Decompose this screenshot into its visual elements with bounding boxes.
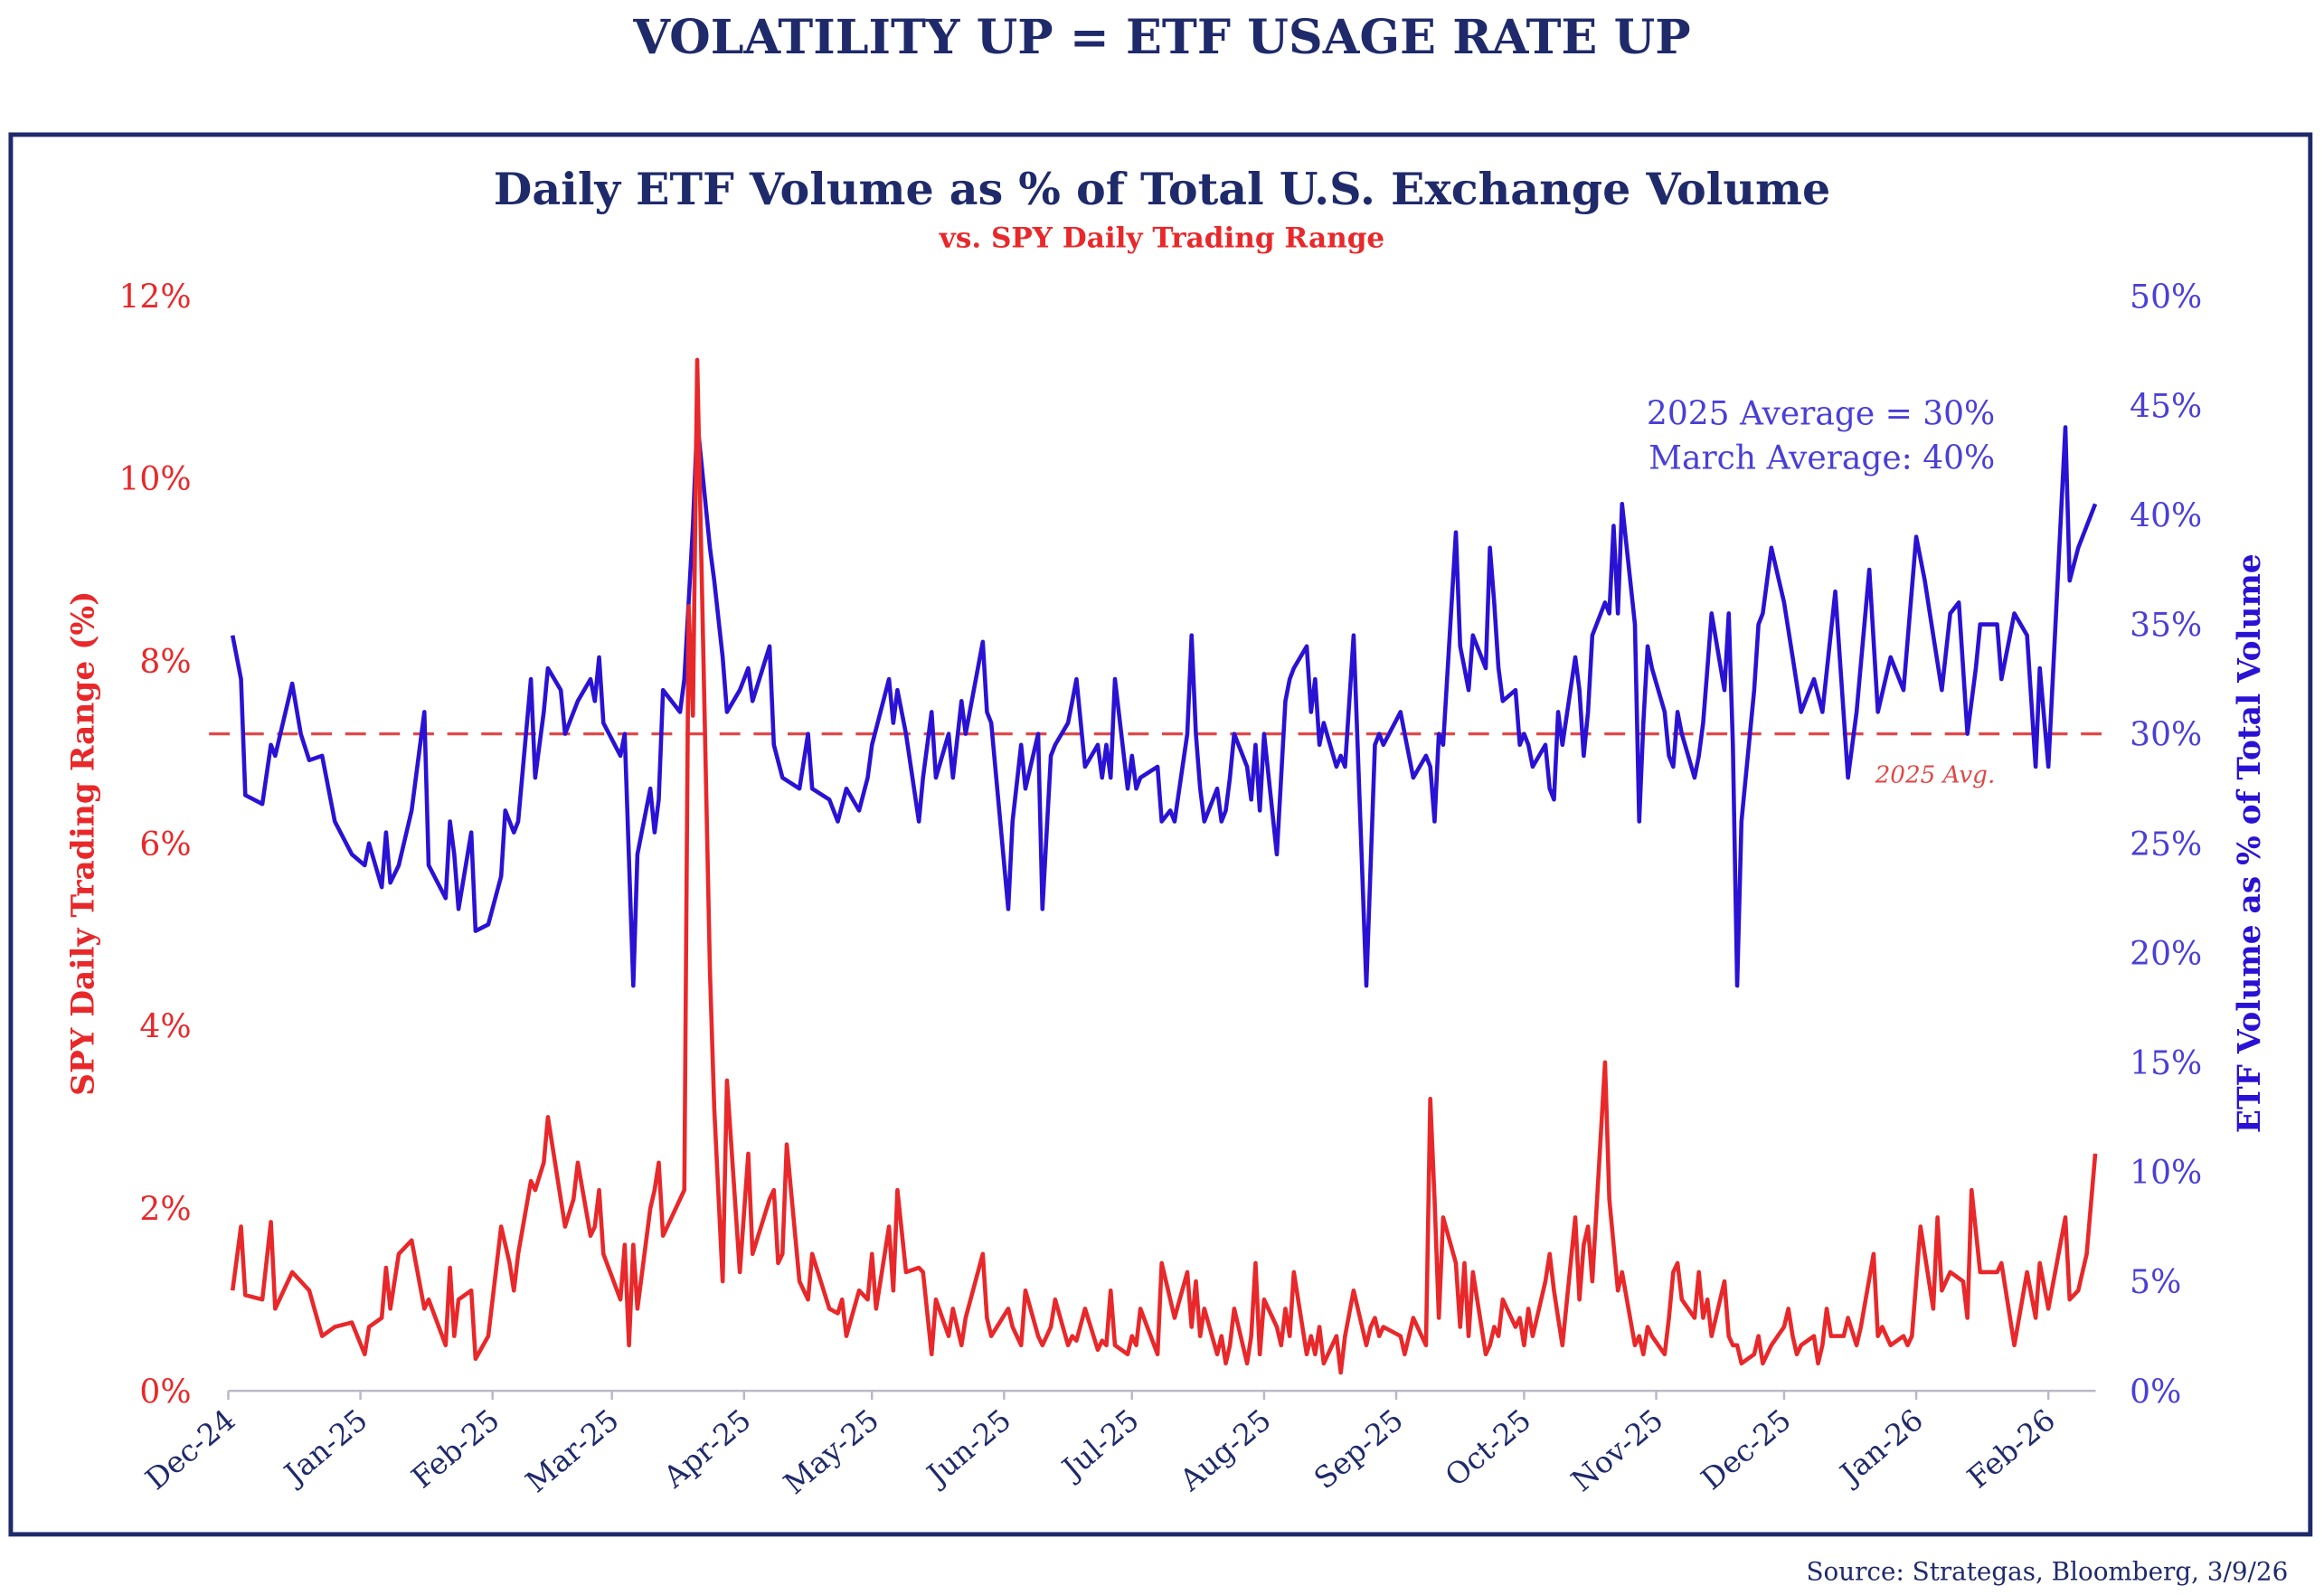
etf-volume-line	[230, 419, 2098, 988]
y-tick-right-label: 20%	[2130, 936, 2202, 973]
x-axis: Dec-24 Jan-25 Feb-25 Mar-25 Apr-25 May-25 Jun-…	[139, 1389, 2096, 1501]
y-tick-right-label: 15%	[2130, 1045, 2202, 1082]
y-tick-right-label: 50%	[2130, 278, 2202, 316]
y-tick-right-label: 10%	[2130, 1155, 2202, 1192]
source-note: Source: Strategas, Bloomberg, 3/9/26	[1806, 1557, 2288, 1587]
y-tick-right-label: 0%	[2130, 1373, 2181, 1411]
y-tick-left-label: 8%	[139, 644, 191, 681]
y-tick-right-label: 45%	[2130, 388, 2202, 425]
x-tick-label: Jan-25	[276, 1402, 373, 1492]
y-axis-right-title: ETF Volume as % of Total Volume	[2232, 553, 2268, 1133]
x-tick-label: Dec-25	[1695, 1402, 1798, 1496]
y-tick-right-label: 40%	[2130, 498, 2202, 535]
x-tick-label: Dec-24	[139, 1402, 242, 1496]
y-tick-right-label: 35%	[2130, 608, 2202, 645]
page-title: VOLATILITY UP = ETF USAGE RATE UP	[632, 10, 1690, 65]
y-ticks-right: 0% 5% 10% 15% 20% 25% 30% 35% 40% 45% 50%	[2130, 278, 2202, 1411]
x-tick-label: Sep-25	[1308, 1402, 1410, 1496]
x-tick-label: Apr-25	[657, 1402, 758, 1495]
x-tick-label: Mar-25	[519, 1402, 625, 1499]
y-tick-left-label: 0%	[139, 1373, 191, 1411]
y-tick-right-label: 30%	[2130, 717, 2202, 754]
y-tick-left-label: 4%	[139, 1009, 191, 1046]
x-tick-label: Feb-25	[405, 1402, 506, 1495]
average-line-label: 2025 Avg.	[1875, 762, 1996, 789]
y-tick-left-label: 10%	[119, 461, 192, 498]
spy-range-line	[230, 357, 2098, 1375]
series-group	[230, 357, 2098, 1375]
x-tick-label: Jan-26	[1832, 1402, 1930, 1492]
x-tick-label: Jul-25	[1053, 1402, 1145, 1487]
x-tick-label: Jun-25	[919, 1402, 1017, 1493]
y-tick-left-label: 2%	[139, 1191, 191, 1228]
annotation-march-average: March Average: 40%	[1649, 440, 1995, 477]
x-tick-label: May-25	[778, 1402, 886, 1501]
y-tick-left-label: 12%	[119, 278, 192, 316]
annotation-2025-average: 2025 Average = 30%	[1647, 396, 1995, 433]
chart-subtitle: vs. SPY Daily Trading Range	[939, 222, 1384, 254]
x-tick-label: Aug-25	[1173, 1402, 1278, 1498]
chart-title: Daily ETF Volume as % of Total U.S. Exch…	[494, 163, 1830, 215]
chart-frame	[8, 132, 2313, 1537]
x-tick-label: Nov-25	[1565, 1402, 1670, 1498]
y-axis-left-title: SPY Daily Trading Range (%)	[66, 591, 102, 1096]
y-ticks-left: 0% 2% 4% 6% 8% 10% 12%	[119, 278, 192, 1411]
x-tick-label: Feb-26	[1960, 1402, 2062, 1495]
y-tick-right-label: 25%	[2130, 826, 2202, 864]
y-tick-left-label: 6%	[139, 826, 191, 864]
x-tick-label: Oct-25	[1439, 1402, 1537, 1493]
y-tick-right-label: 5%	[2130, 1264, 2181, 1301]
